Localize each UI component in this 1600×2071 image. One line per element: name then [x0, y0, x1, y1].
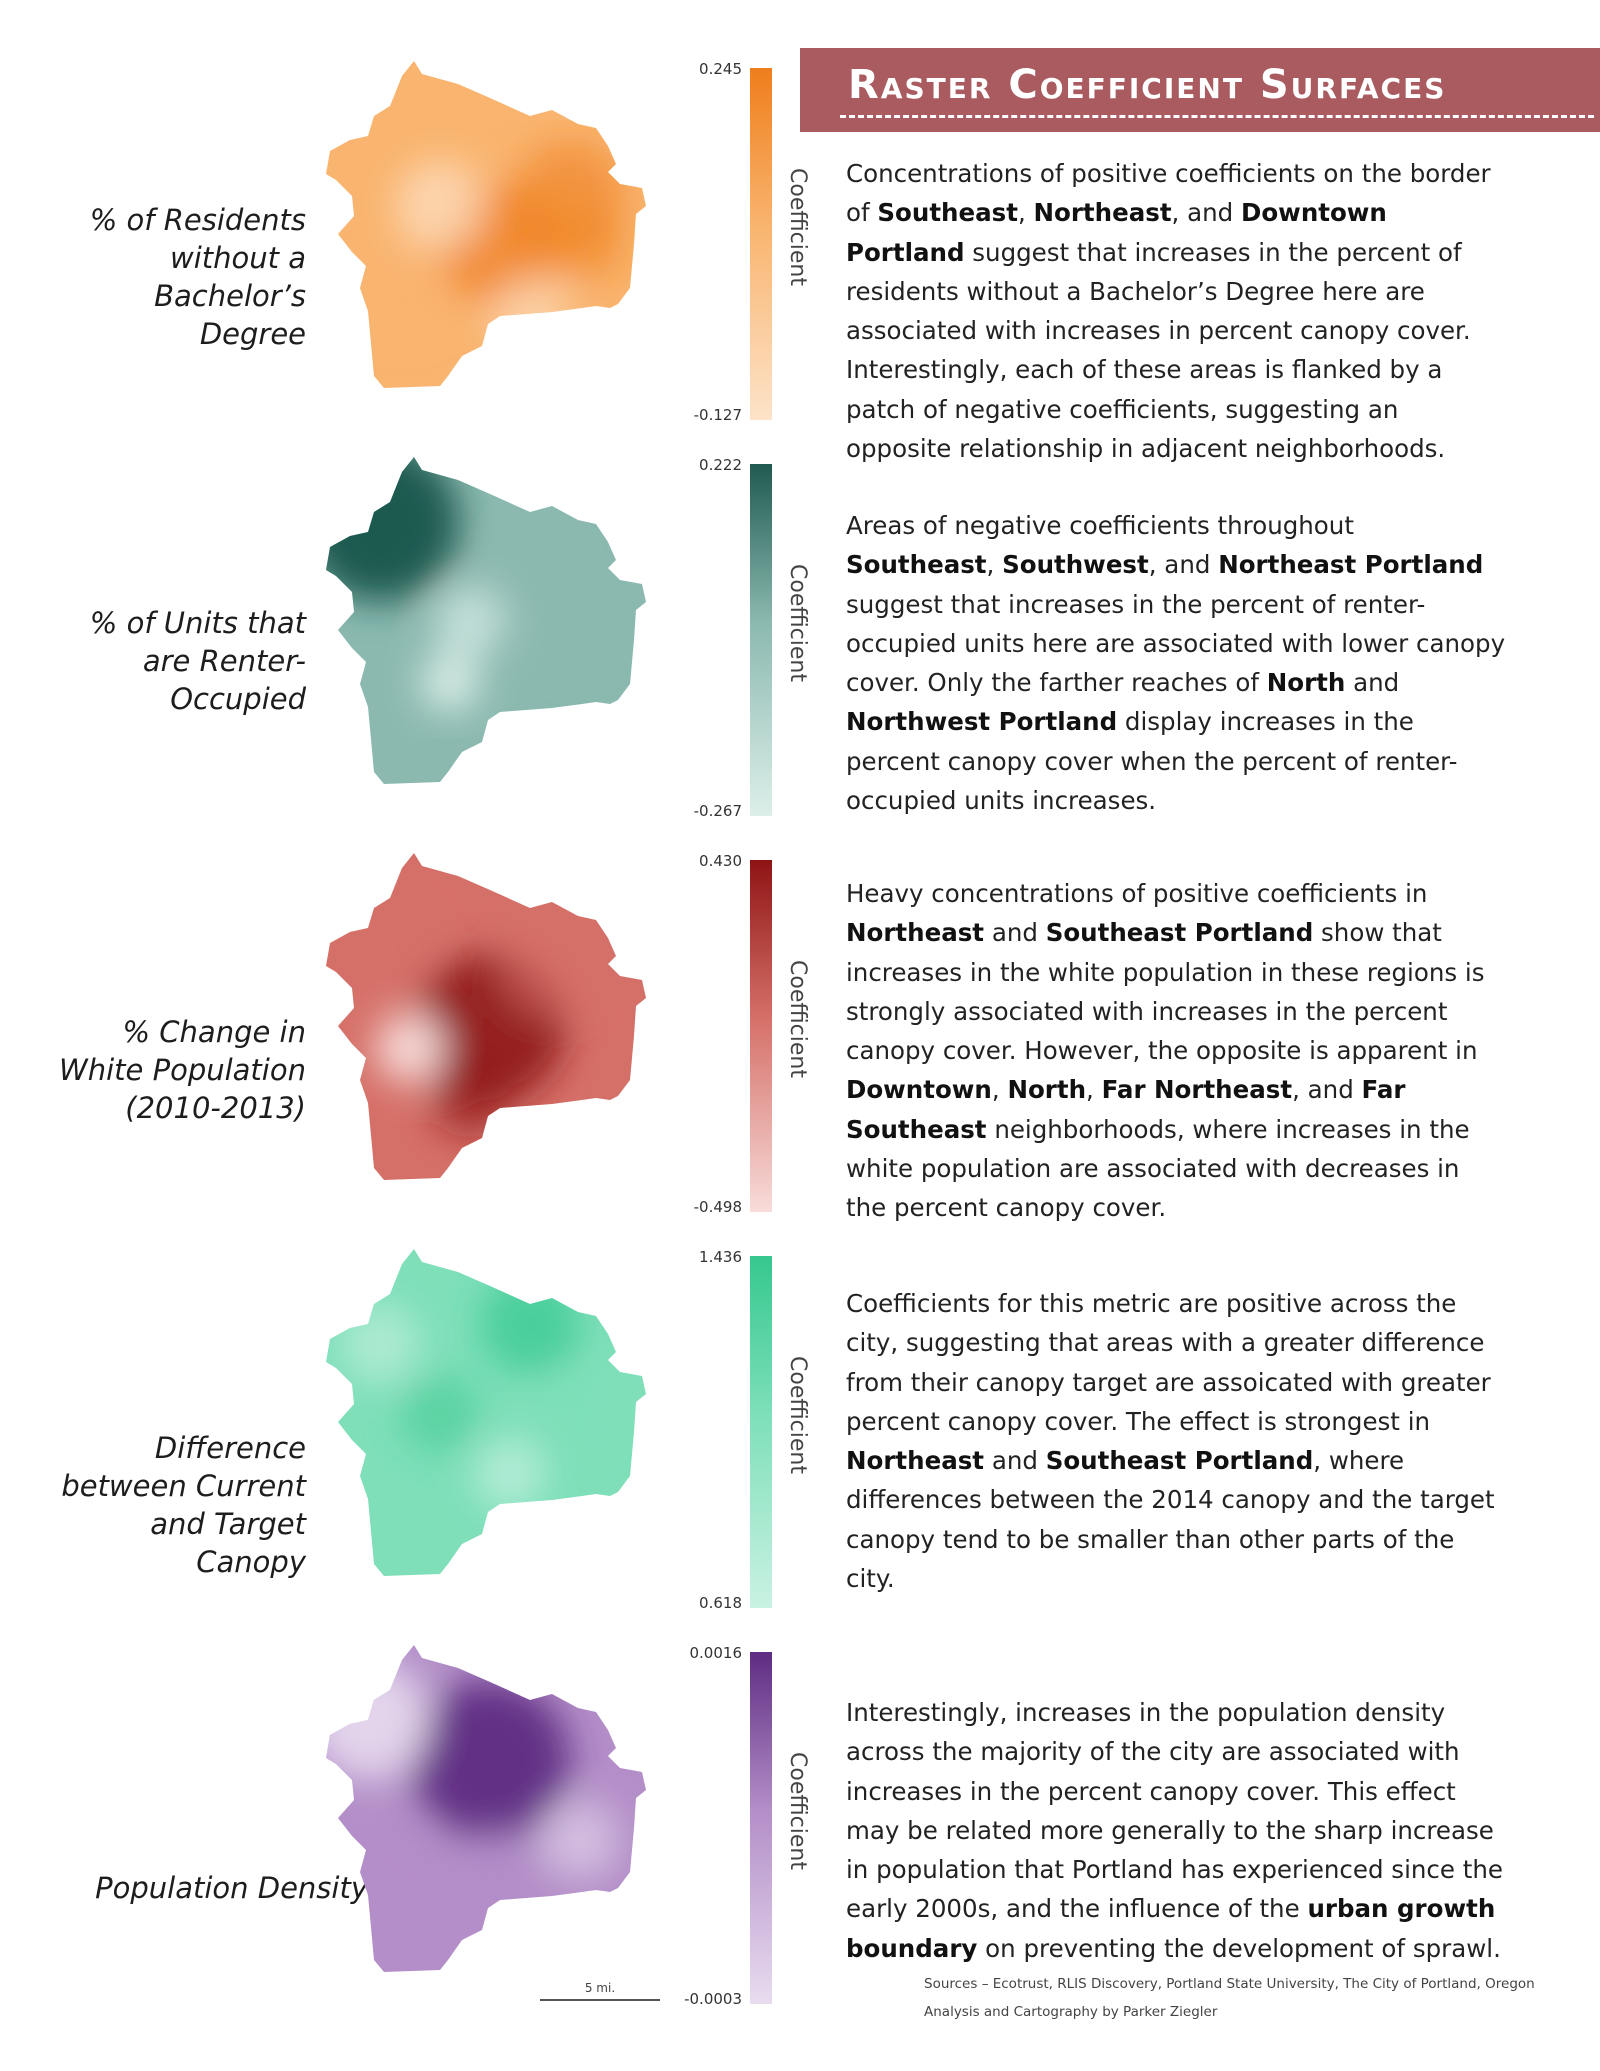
panel-description: Areas of negative coefficients throughou…	[846, 511, 1506, 816]
coefficient-map	[326, 853, 646, 1180]
panel-bachelors: % of Residents without a Bachelor’s Degr…	[0, 56, 1600, 463]
legend-max-value: 0.0016	[689, 1644, 743, 1662]
panel-description: Heavy concentrations of positive coeffic…	[846, 879, 1485, 1223]
coefficient-blob	[340, 1304, 420, 1384]
coefficient-blob	[375, 1013, 445, 1083]
panel-description: Coefficients for this metric are positiv…	[846, 1289, 1495, 1594]
coefficient-blob	[400, 1374, 480, 1454]
scale-bar: 5 mi.	[540, 1981, 660, 2001]
legend-max-value: 1.436	[699, 1248, 742, 1266]
map-base-fill	[326, 457, 646, 784]
legend-title: Coefficient	[785, 564, 810, 682]
legend-title: Coefficient	[785, 1356, 810, 1474]
panel-white-population: % Change in White Population (2010-2013)…	[0, 848, 1600, 1223]
coefficient-blob	[530, 1374, 610, 1454]
legend-min-value: 0.618	[699, 1594, 742, 1612]
header-dashed-rule	[840, 115, 1594, 118]
legend-min-value: -0.0003	[684, 1990, 742, 2008]
coefficient-blob	[490, 276, 570, 356]
legend-max-value: 0.430	[699, 852, 742, 870]
panel-label: Population Density	[95, 1871, 368, 1905]
coefficient-blob	[410, 1680, 570, 1840]
coefficient-blob	[360, 256, 440, 336]
legend-title: Coefficient	[785, 960, 810, 1078]
coefficient-blob	[500, 918, 600, 1018]
coefficient-blob	[555, 211, 625, 281]
coefficient-blob	[365, 1815, 455, 1905]
coefficient-blob	[480, 1274, 580, 1374]
scale-bar-label: 5 mi.	[584, 1981, 616, 1995]
legend-color-bar	[750, 860, 772, 1212]
credit-line: Analysis and Cartography by Parker Ziegl…	[924, 2004, 1218, 2020]
sources-line: Sources – Ecotrust, RLIS Discovery, Port…	[924, 1976, 1535, 1992]
coefficient-map	[326, 1249, 646, 1576]
panel-label: % of Units that are Renter-Occupied	[89, 606, 306, 716]
coefficient-blob	[395, 161, 485, 251]
panel-renter: % of Units that are Renter-Occupied 0.22…	[0, 452, 1600, 827]
coefficient-blob	[490, 532, 570, 612]
legend-min-value: -0.127	[693, 406, 742, 424]
coefficient-blob	[435, 587, 505, 657]
legend-title: Coefficient	[785, 168, 810, 286]
legend-color-bar	[750, 1652, 772, 2004]
panel-population-density: Population Density 0.0016 -0.0003 Coeffi…	[0, 1640, 1600, 2015]
coefficient-blob	[345, 903, 435, 993]
legend-max-value: 0.222	[699, 456, 742, 474]
panel-label: Difference between Current and Target Ca…	[61, 1431, 306, 1579]
coefficient-map	[326, 61, 646, 388]
section-title: Raster Coefficient Surfaces	[848, 62, 1447, 108]
legend-min-value: -0.267	[693, 802, 742, 820]
legend-color-bar	[750, 1256, 772, 1608]
coefficient-blob	[475, 1439, 545, 1509]
panel-label: % Change in White Population (2010-2013)	[59, 1015, 306, 1125]
legend-color-bar	[750, 68, 772, 420]
panel-description: Concentrations of positive coefficients …	[846, 159, 1491, 464]
legend-color-bar	[750, 464, 772, 816]
legend-max-value: 0.245	[699, 60, 742, 78]
coefficient-blob	[460, 1830, 540, 1910]
coefficient-map	[326, 457, 646, 784]
sources-credit: Sources – Ecotrust, RLIS Discovery, Port…	[924, 1970, 1564, 2026]
coefficient-blob	[540, 1800, 620, 1880]
coefficient-blob	[430, 1058, 510, 1138]
coefficient-blob	[326, 1660, 430, 1780]
legend-title: Coefficient	[785, 1752, 810, 1870]
legend-min-value: -0.498	[693, 1198, 742, 1216]
coefficient-blob	[535, 597, 605, 667]
panel-description: Interestingly, increases in the populati…	[846, 1698, 1503, 1963]
coefficient-blob	[420, 652, 480, 712]
panel-label: % of Residents without a Bachelor’s Degr…	[89, 203, 306, 351]
panel-canopy-difference: Difference between Current and Target Ca…	[0, 1244, 1600, 1619]
scale-bar-line	[540, 1999, 660, 2001]
section-header: Raster Coefficient Surfaces	[800, 48, 1600, 132]
coefficient-map	[326, 1645, 646, 1972]
